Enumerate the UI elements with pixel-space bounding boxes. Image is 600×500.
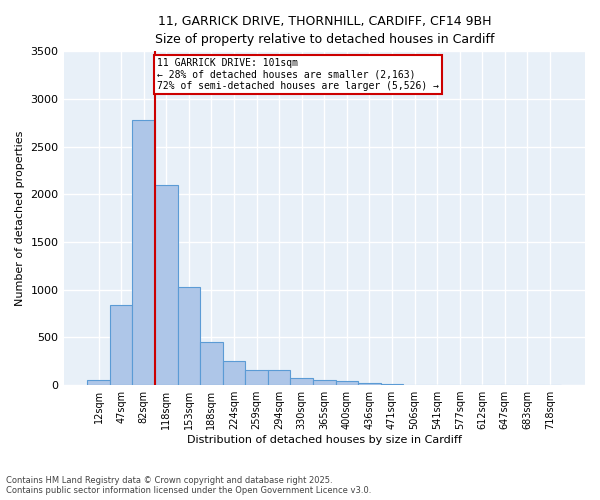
Bar bbox=[335, 382, 358, 385]
Bar bbox=[155, 185, 178, 385]
Y-axis label: Number of detached properties: Number of detached properties bbox=[15, 130, 25, 306]
Bar bbox=[245, 370, 268, 385]
Bar bbox=[268, 370, 290, 385]
Bar bbox=[87, 380, 110, 385]
Text: Contains HM Land Registry data © Crown copyright and database right 2025.
Contai: Contains HM Land Registry data © Crown c… bbox=[6, 476, 371, 495]
Bar bbox=[313, 380, 335, 385]
Bar bbox=[381, 384, 403, 385]
Bar bbox=[200, 342, 223, 385]
X-axis label: Distribution of detached houses by size in Cardiff: Distribution of detached houses by size … bbox=[187, 435, 462, 445]
Bar bbox=[290, 378, 313, 385]
Bar bbox=[223, 361, 245, 385]
Title: 11, GARRICK DRIVE, THORNHILL, CARDIFF, CF14 9BH
Size of property relative to det: 11, GARRICK DRIVE, THORNHILL, CARDIFF, C… bbox=[155, 15, 494, 46]
Bar bbox=[358, 382, 381, 385]
Text: 11 GARRICK DRIVE: 101sqm
← 28% of detached houses are smaller (2,163)
72% of sem: 11 GARRICK DRIVE: 101sqm ← 28% of detach… bbox=[157, 58, 439, 91]
Bar bbox=[133, 120, 155, 385]
Bar bbox=[110, 305, 133, 385]
Bar bbox=[178, 287, 200, 385]
